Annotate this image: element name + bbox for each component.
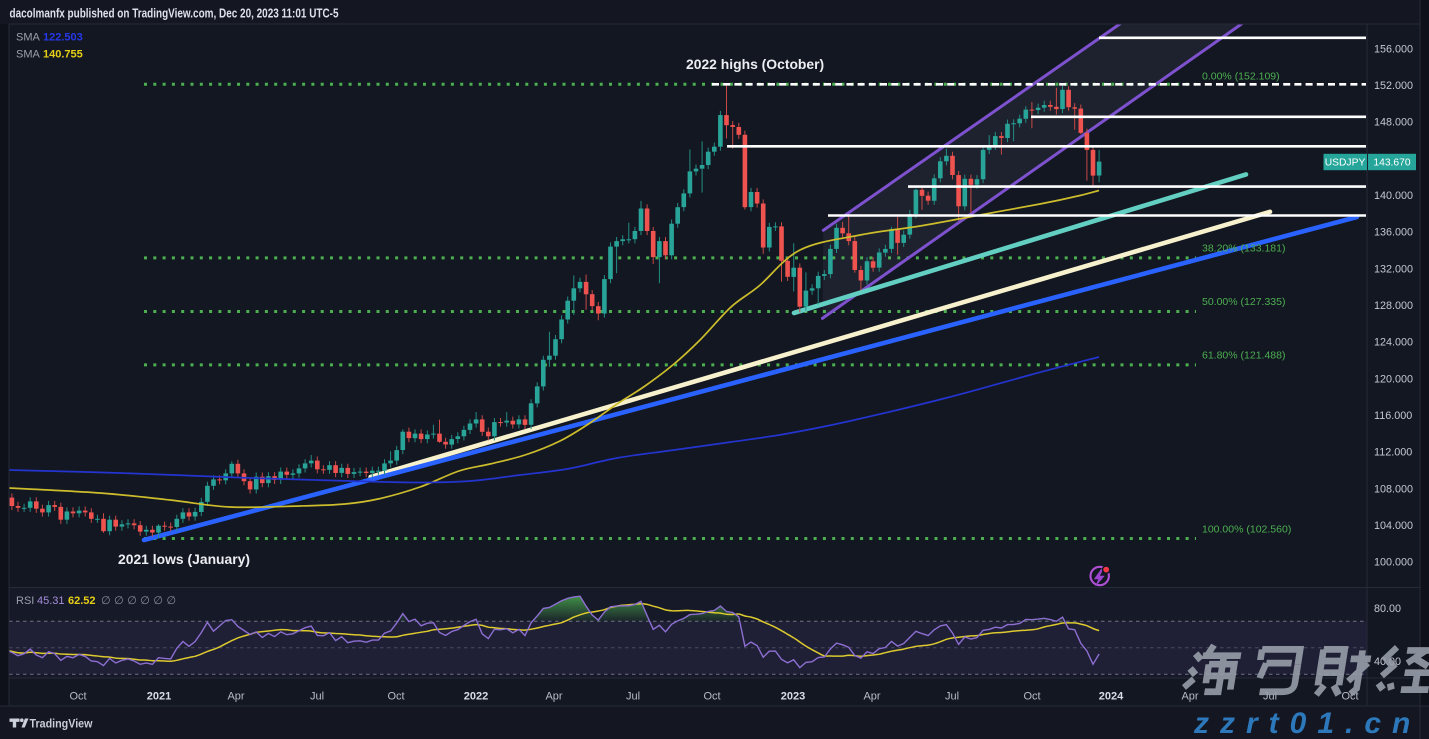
svg-text:140.755: 140.755 bbox=[43, 49, 83, 61]
svg-text:120.000: 120.000 bbox=[1374, 373, 1413, 385]
svg-text:∅: ∅ bbox=[101, 595, 111, 607]
svg-text:122.503: 122.503 bbox=[43, 32, 83, 44]
svg-text:SMA: SMA bbox=[16, 49, 41, 61]
svg-text:∅: ∅ bbox=[127, 595, 137, 607]
svg-text:Jul: Jul bbox=[310, 691, 324, 703]
svg-text:2021: 2021 bbox=[147, 691, 171, 703]
svg-text:0.00% (152.109): 0.00% (152.109) bbox=[1202, 70, 1280, 82]
svg-text:2022 highs (October): 2022 highs (October) bbox=[686, 56, 824, 72]
svg-text:104.000: 104.000 bbox=[1374, 520, 1413, 532]
svg-text:zzrt01.cn: zzrt01.cn bbox=[1193, 707, 1421, 739]
svg-text:TradingView: TradingView bbox=[30, 717, 93, 731]
svg-text:dacolmanfx published on Tradin: dacolmanfx published on TradingView.com,… bbox=[10, 7, 339, 21]
svg-text:Oct: Oct bbox=[1023, 691, 1040, 703]
svg-text:143.670: 143.670 bbox=[1373, 158, 1410, 169]
svg-text:Oct: Oct bbox=[69, 691, 86, 703]
svg-text:∅: ∅ bbox=[114, 595, 124, 607]
svg-text:62.52: 62.52 bbox=[68, 595, 96, 607]
svg-text:112.000: 112.000 bbox=[1374, 447, 1412, 459]
svg-text:38.20% (133.181): 38.20% (133.181) bbox=[1202, 243, 1285, 255]
svg-text:116.000: 116.000 bbox=[1374, 410, 1412, 422]
svg-text:Oct: Oct bbox=[703, 691, 720, 703]
svg-text:152.000: 152.000 bbox=[1374, 80, 1413, 92]
svg-text:108.000: 108.000 bbox=[1374, 483, 1413, 495]
svg-text:156.000: 156.000 bbox=[1374, 43, 1413, 55]
svg-text:100.00% (102.560): 100.00% (102.560) bbox=[1202, 524, 1291, 536]
svg-text:Jul: Jul bbox=[626, 691, 640, 703]
svg-text:Apr: Apr bbox=[545, 691, 562, 703]
svg-text:61.80% (121.488): 61.80% (121.488) bbox=[1202, 350, 1285, 362]
svg-text:2024: 2024 bbox=[1099, 691, 1124, 703]
svg-text:132.000: 132.000 bbox=[1374, 263, 1413, 275]
svg-text:124.000: 124.000 bbox=[1374, 337, 1413, 349]
svg-text:140.000: 140.000 bbox=[1374, 190, 1413, 202]
svg-text:Apr: Apr bbox=[227, 691, 244, 703]
svg-text:100.000: 100.000 bbox=[1374, 557, 1413, 569]
svg-text:Apr: Apr bbox=[1181, 691, 1198, 703]
svg-text:∅: ∅ bbox=[153, 595, 163, 607]
svg-text:80.00: 80.00 bbox=[1374, 603, 1401, 615]
svg-text:RSI: RSI bbox=[16, 595, 34, 607]
svg-text:∅: ∅ bbox=[140, 595, 150, 607]
svg-text:Apr: Apr bbox=[863, 691, 880, 703]
svg-text:148.000: 148.000 bbox=[1374, 117, 1413, 129]
svg-text:50.00% (127.335): 50.00% (127.335) bbox=[1202, 296, 1285, 308]
svg-text:∅: ∅ bbox=[167, 595, 177, 607]
svg-text:Jul: Jul bbox=[945, 691, 959, 703]
svg-text:2023: 2023 bbox=[781, 691, 805, 703]
svg-text:USDJPY: USDJPY bbox=[1325, 158, 1366, 169]
svg-text:2022: 2022 bbox=[464, 691, 488, 703]
svg-text:2021 lows (January): 2021 lows (January) bbox=[118, 551, 250, 567]
svg-text:128.000: 128.000 bbox=[1374, 300, 1413, 312]
svg-text:45.31: 45.31 bbox=[37, 595, 65, 607]
svg-text:SMA: SMA bbox=[16, 32, 41, 44]
svg-text:136.000: 136.000 bbox=[1374, 227, 1413, 239]
svg-text:Oct: Oct bbox=[387, 691, 404, 703]
